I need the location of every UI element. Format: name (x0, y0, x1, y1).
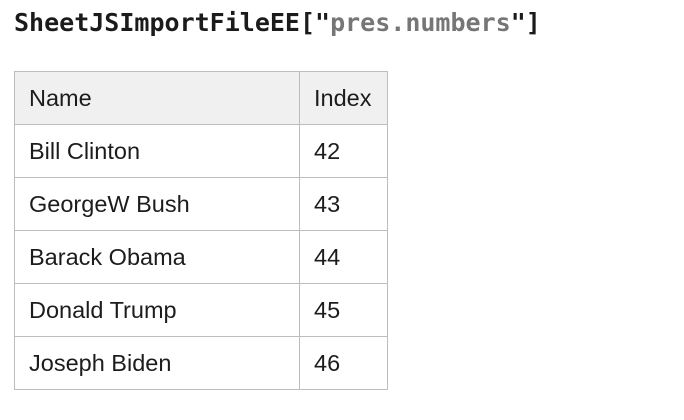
page-title: SheetJSImportFileEE["pres.numbers"] (14, 8, 670, 38)
column-header-name: Name (14, 71, 300, 125)
presidents-table: Name Index Bill Clinton 42 GeorgeW Bush … (14, 71, 388, 390)
table-header-row: Name Index (14, 71, 388, 125)
index-cell: 45 (299, 283, 388, 337)
table-row: Donald Trump 45 (14, 283, 388, 337)
name-cell: Donald Trump (14, 283, 300, 337)
table-row: Barack Obama 44 (14, 230, 388, 284)
title-file-name: pres.numbers (330, 8, 511, 37)
title-code-prefix: SheetJSImportFileEE[" (14, 8, 331, 37)
column-header-index: Index (299, 71, 388, 125)
name-cell: Bill Clinton (14, 124, 300, 178)
table-row: GeorgeW Bush 43 (14, 177, 388, 231)
table-row: Bill Clinton 42 (14, 124, 388, 178)
name-cell: Barack Obama (14, 230, 300, 284)
index-cell: 43 (299, 177, 388, 231)
index-cell: 42 (299, 124, 388, 178)
index-cell: 44 (299, 230, 388, 284)
index-cell: 46 (299, 336, 388, 390)
table-row: Joseph Biden 46 (14, 336, 388, 390)
name-cell: GeorgeW Bush (14, 177, 300, 231)
title-code-suffix: "] (510, 8, 541, 37)
name-cell: Joseph Biden (14, 336, 300, 390)
